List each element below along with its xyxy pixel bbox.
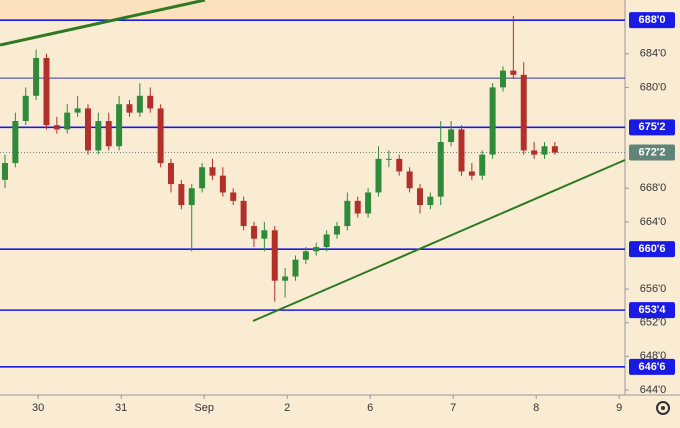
- candle-body: [510, 70, 517, 75]
- candle-body: [271, 230, 278, 281]
- candle-body: [136, 95, 143, 113]
- candle-body: [437, 142, 444, 197]
- candle-body: [1, 163, 8, 180]
- y-tick-label: 652'0: [640, 317, 667, 329]
- candle-body: [333, 226, 340, 235]
- candle-body: [219, 175, 226, 193]
- level-label-box: [629, 358, 675, 375]
- trendline: [252, 159, 626, 322]
- candle-body: [323, 234, 330, 248]
- candle-body: [396, 158, 403, 172]
- candle-body: [468, 171, 475, 176]
- candle-body: [385, 158, 392, 160]
- candle-body: [209, 167, 216, 176]
- candle-body: [302, 251, 309, 260]
- candle-body: [520, 74, 527, 151]
- candle-body: [489, 87, 496, 155]
- candle-body: [282, 276, 289, 281]
- settings-icon[interactable]: [656, 401, 670, 415]
- level-label-box: [629, 12, 675, 29]
- candle-body: [53, 125, 60, 130]
- candle-body: [230, 192, 237, 201]
- x-tick-label: 8: [533, 402, 539, 414]
- y-tick-label: 664'0: [640, 216, 667, 228]
- x-tick-label: 31: [115, 402, 127, 414]
- gear-center[interactable]: [661, 406, 665, 410]
- candle-body: [74, 108, 81, 113]
- candle-body: [541, 146, 548, 155]
- candle-body: [188, 188, 195, 206]
- level-label-box: [629, 302, 675, 319]
- candle-body: [354, 200, 361, 214]
- plot: [0, 15, 625, 368]
- candle-body: [479, 154, 486, 176]
- candle-body: [105, 121, 112, 147]
- level-label-box: [629, 119, 675, 136]
- level-label: 688'0: [638, 14, 665, 26]
- candle-body: [84, 108, 91, 151]
- candle-body: [126, 104, 133, 113]
- candle-body: [33, 57, 40, 96]
- trendline: [0, 0, 206, 47]
- upper-zone: [0, 0, 625, 20]
- candle-body: [344, 200, 351, 227]
- candle-body: [167, 163, 174, 185]
- candle-body: [250, 226, 257, 239]
- candle-body: [116, 104, 123, 147]
- candle-body: [551, 146, 558, 153]
- candle-body: [375, 158, 382, 193]
- candle-body: [458, 129, 465, 172]
- y-tick-label: 680'0: [640, 81, 667, 93]
- candle-body: [406, 171, 413, 189]
- level-label: 653'4: [638, 304, 666, 316]
- candle-body: [531, 150, 538, 155]
- candle-body: [292, 259, 299, 277]
- y-tick-label: 644'0: [640, 384, 667, 396]
- x-tick-label: 9: [616, 402, 622, 414]
- x-tick-label: 30: [32, 402, 44, 414]
- gear[interactable]: [656, 401, 670, 415]
- y-tick-label: 656'0: [640, 283, 667, 295]
- x-tick-label: 6: [367, 402, 373, 414]
- candle-body: [147, 95, 154, 109]
- candle-body: [499, 70, 506, 88]
- candle-body: [448, 129, 455, 143]
- level-label: 660'6: [638, 243, 665, 255]
- candle-body: [157, 108, 164, 164]
- candle-body: [427, 196, 434, 206]
- candle-body: [12, 121, 19, 164]
- x-tick-label: 7: [450, 402, 456, 414]
- candle-body: [64, 112, 71, 130]
- candle-body: [261, 230, 268, 239]
- level-label-box: [629, 241, 675, 258]
- axes: 684'0680'0668'0664'0656'0652'0648'0644'0…: [32, 12, 675, 414]
- candle-body: [199, 167, 206, 189]
- last-price-box: [629, 144, 675, 161]
- last-price-label: 672'2: [638, 146, 665, 158]
- level-label: 646'6: [638, 361, 665, 373]
- candle-body: [178, 184, 185, 206]
- y-tick-label: 668'0: [640, 182, 667, 194]
- candle-body: [240, 200, 247, 227]
- candle-body: [313, 247, 320, 252]
- candle-body: [22, 95, 29, 122]
- y-tick-label: 684'0: [640, 48, 667, 60]
- level-label: 675'2: [638, 121, 665, 133]
- candle-body: [43, 57, 50, 126]
- x-tick-label: Sep: [194, 402, 214, 414]
- x-tick-label: 2: [284, 402, 290, 414]
- candle-body: [365, 192, 372, 214]
- candle-body: [95, 121, 102, 151]
- candle-body: [416, 188, 423, 206]
